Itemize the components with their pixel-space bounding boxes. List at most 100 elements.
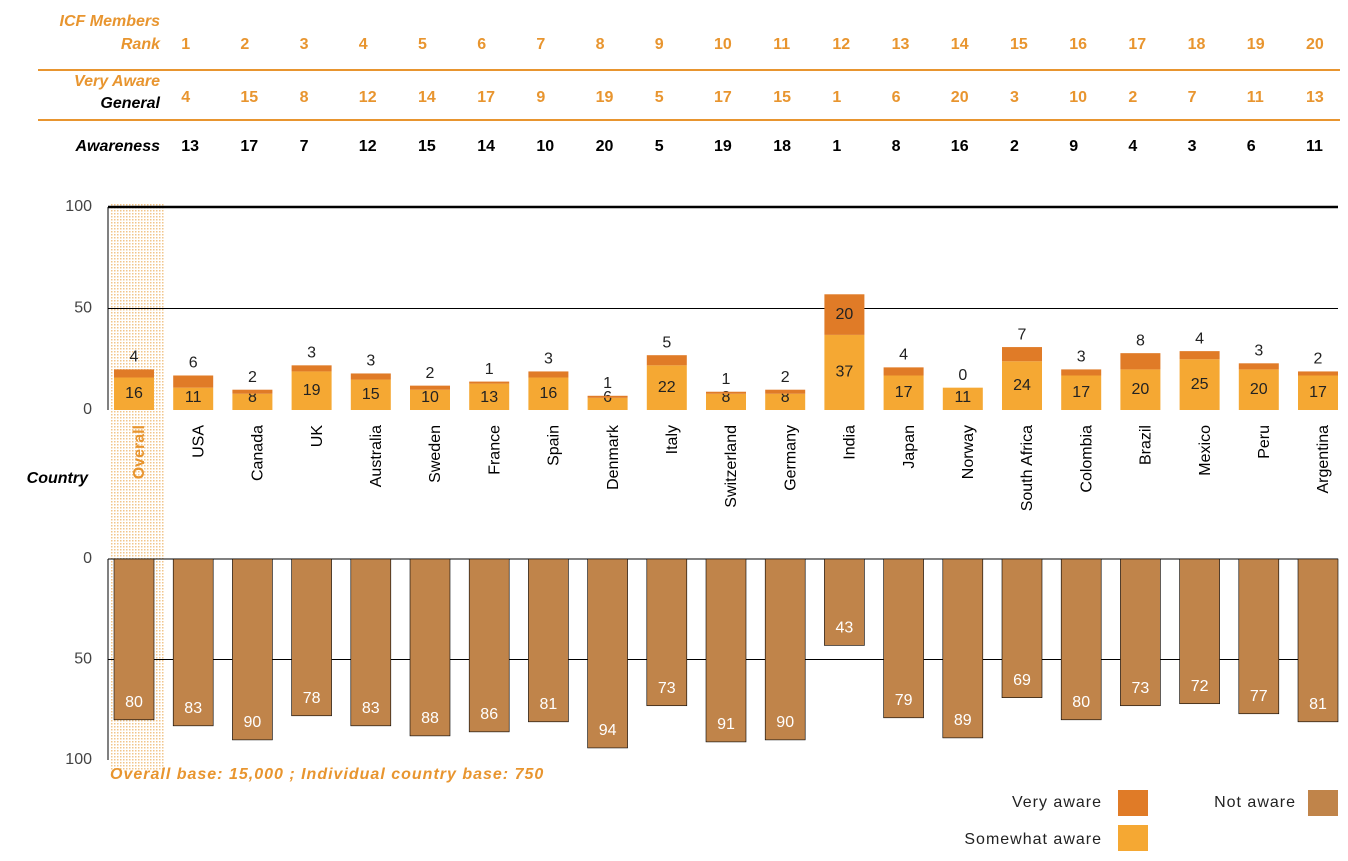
- x-tick-label: India: [842, 425, 859, 460]
- bar: [173, 375, 214, 388]
- row-value: 15: [1010, 36, 1028, 53]
- bar: [113, 558, 155, 721]
- row-value: 1: [832, 138, 841, 155]
- bar: [883, 367, 924, 376]
- legend-label: Somewhat aware: [964, 831, 1102, 848]
- value-label: 10: [421, 389, 439, 406]
- bar: [706, 391, 746, 394]
- bar: [1002, 347, 1042, 362]
- bar: [764, 558, 806, 741]
- bar: [1061, 375, 1102, 410]
- bar: [1060, 558, 1102, 721]
- x-tick-label: UK: [309, 425, 326, 448]
- value-label: 37: [836, 364, 854, 381]
- legend-label: Very aware: [1012, 794, 1102, 811]
- row-value: 3: [1188, 138, 1197, 155]
- value-label: 72: [1191, 678, 1209, 695]
- x-tick-label: USA: [190, 425, 207, 458]
- bar: [172, 558, 214, 727]
- value-label: 80: [1072, 694, 1090, 711]
- x-tick-label: Australia: [368, 425, 385, 487]
- x-tick-label: Sweden: [427, 425, 444, 483]
- x-tick-label: South Africa: [1019, 425, 1036, 511]
- value-label: 79: [895, 692, 913, 709]
- value-label: 3: [307, 345, 316, 362]
- value-label: 16: [125, 385, 143, 402]
- x-tick-label: France: [486, 425, 503, 475]
- value-label: 17: [1309, 384, 1327, 401]
- row-value: 19: [596, 89, 614, 106]
- value-label: 3: [1077, 349, 1086, 366]
- row-value: 18: [773, 138, 791, 155]
- row-value: 14: [477, 138, 495, 155]
- value-label: 73: [1132, 680, 1150, 697]
- row-value: 3: [1010, 89, 1019, 106]
- row-value: 9: [536, 89, 545, 106]
- row-value: 18: [1188, 36, 1206, 53]
- value-label: 83: [362, 700, 380, 717]
- row-value: 4: [359, 36, 368, 53]
- row-value: 8: [300, 89, 309, 106]
- value-label: 43: [836, 620, 854, 637]
- x-tick-label: Denmark: [605, 424, 622, 490]
- row-value: 20: [951, 89, 969, 106]
- bar: [528, 558, 569, 723]
- value-label: 7: [1018, 326, 1027, 343]
- value-label: 19: [303, 382, 321, 399]
- y2-tick-label: 0: [83, 550, 92, 567]
- value-label: 90: [776, 714, 794, 731]
- bar: [291, 371, 332, 410]
- value-label: 4: [899, 347, 908, 364]
- value-label: 86: [480, 706, 498, 723]
- y-tick-label: 100: [65, 198, 92, 215]
- row-value: 13: [892, 36, 910, 53]
- x-tick-label: Italy: [664, 425, 681, 454]
- value-label: 0: [958, 367, 967, 384]
- row-value: 13: [1306, 89, 1324, 106]
- row-value: 7: [536, 36, 545, 53]
- bar: [350, 379, 391, 410]
- row-value: 19: [714, 138, 732, 155]
- x-tick-label: Peru: [1256, 425, 1273, 459]
- row-value: 19: [1247, 36, 1265, 53]
- row-value: 12: [359, 89, 377, 106]
- bar: [1001, 558, 1043, 698]
- x-axis-label: Country: [27, 470, 89, 487]
- value-label: 89: [954, 712, 972, 729]
- x-tick-label: Japan: [901, 425, 918, 469]
- row-value: 8: [596, 36, 605, 53]
- bar: [1179, 558, 1220, 705]
- footnote: Overall base: 15,000 ; Individual countr…: [110, 766, 544, 783]
- bar: [232, 393, 273, 410]
- value-label: 4: [1195, 330, 1204, 347]
- value-label: 22: [658, 379, 676, 396]
- bar: [706, 393, 746, 410]
- value-label: 20: [836, 306, 854, 323]
- value-label: 1: [603, 375, 612, 392]
- bar: [409, 558, 451, 737]
- value-label: 2: [1314, 351, 1323, 368]
- row-value: 12: [359, 138, 377, 155]
- value-label: 5: [662, 334, 671, 351]
- value-label: 6: [189, 355, 198, 372]
- bar: [1298, 375, 1338, 410]
- row-value: 6: [1247, 138, 1256, 155]
- bar: [646, 558, 688, 707]
- value-label: 69: [1013, 672, 1031, 689]
- bar: [410, 385, 450, 390]
- value-label: 73: [658, 680, 676, 697]
- legend-swatch: [1118, 825, 1148, 851]
- row-value: 9: [1069, 138, 1078, 155]
- bar: [291, 558, 332, 717]
- bar: [1179, 359, 1220, 410]
- row-value: 20: [596, 138, 614, 155]
- value-label: 8: [722, 389, 731, 406]
- bar: [1120, 558, 1161, 707]
- x-tick-label: Norway: [960, 425, 977, 479]
- legend-swatch: [1308, 790, 1338, 816]
- bar: [468, 558, 510, 733]
- x-tick-label: Overall: [131, 425, 148, 479]
- value-label: 15: [362, 386, 380, 403]
- bar: [587, 558, 628, 749]
